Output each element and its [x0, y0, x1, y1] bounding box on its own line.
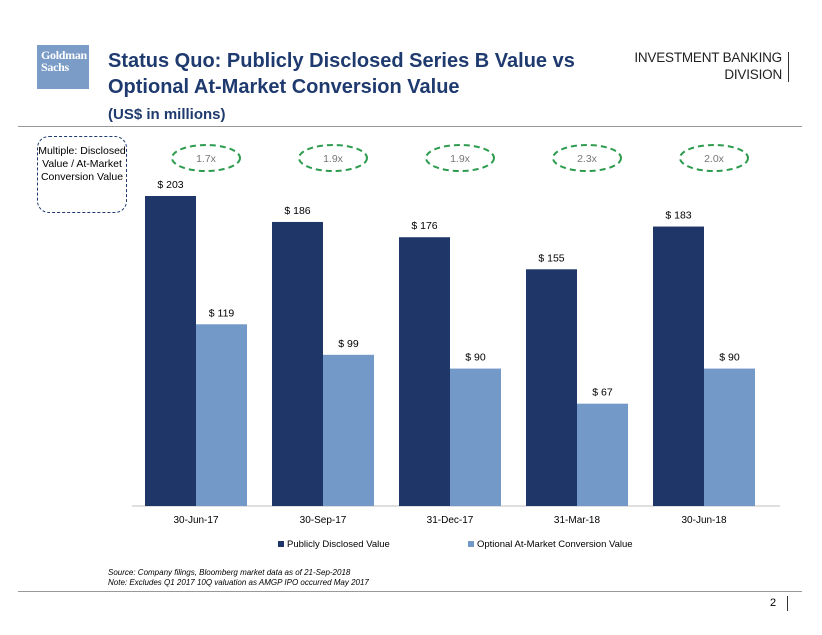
- page-number: 2: [770, 597, 777, 609]
- multiple-legend-box: Multiple: Disclosed Value / At-Market Co…: [37, 136, 127, 213]
- data-label: $ 90: [719, 352, 740, 364]
- bar-disclosed: [145, 196, 196, 506]
- bar-disclosed: [399, 237, 450, 507]
- logo-line2: Sachs: [41, 60, 69, 74]
- division-label: INVESTMENT BANKING DIVISION: [634, 49, 782, 83]
- logo-line1: Goldman: [41, 48, 87, 62]
- x-tick-label: 31-Mar-18: [554, 515, 601, 526]
- bar-conversion: [196, 324, 247, 506]
- division-line2: DIVISION: [724, 67, 782, 82]
- multiple-label: 1.7x: [196, 153, 217, 165]
- bar-disclosed: [653, 226, 704, 506]
- x-tick-label: 31-Dec-17: [427, 515, 474, 526]
- footnotes: Source: Company filings, Bloomberg marke…: [108, 568, 369, 588]
- bar-conversion: [704, 368, 755, 506]
- data-label: $ 90: [465, 352, 486, 364]
- multiple-ellipse: [298, 144, 368, 172]
- exclusion-note: Note: Excludes Q1 2017 10Q valuation as …: [108, 578, 369, 587]
- multiple-ellipse: [679, 144, 749, 172]
- division-divider: [788, 52, 789, 82]
- page-title: Status Quo: Publicly Disclosed Series B …: [108, 50, 575, 98]
- bar-conversion: [323, 354, 374, 506]
- multiple-label: 2.0x: [704, 153, 725, 165]
- bar-chart: $ 203 $ 119 30-Jun-17 1.7x $ 186 $ 99 30-Sep-1…: [132, 144, 780, 550]
- x-tick-label: 30-Sep-17: [300, 515, 347, 526]
- multiple-ellipse: [552, 144, 622, 172]
- source-note: Source: Company filings, Bloomberg marke…: [108, 568, 351, 577]
- page-subtitle: (US$ in millions): [108, 106, 226, 123]
- goldman-sachs-logo: Goldman Sachs: [37, 45, 89, 89]
- footer-rule: [18, 591, 802, 592]
- legend-swatch: [278, 541, 284, 547]
- data-label: $ 183: [665, 210, 691, 222]
- bar-disclosed: [526, 269, 577, 506]
- bar-conversion: [450, 368, 501, 506]
- multiple-ellipse: [425, 144, 495, 172]
- x-tick-label: 30-Jun-17: [173, 515, 218, 526]
- header-rule: [18, 126, 802, 127]
- multiple-label: 1.9x: [323, 153, 344, 165]
- data-label: $ 99: [338, 338, 359, 350]
- division-line1: INVESTMENT BANKING: [634, 50, 782, 65]
- x-tick-label: 30-Jun-18: [681, 515, 726, 526]
- data-label: $ 155: [538, 252, 564, 264]
- data-label: $ 203: [157, 179, 183, 191]
- multiple-ellipse: [171, 144, 241, 172]
- bar-conversion: [577, 403, 628, 506]
- data-label: $ 119: [209, 307, 235, 319]
- multiple-label: 2.3x: [577, 153, 598, 165]
- legend-label: Publicly Disclosed Value: [287, 539, 390, 550]
- page-number-divider: [787, 596, 788, 611]
- data-label: $ 67: [592, 387, 613, 399]
- legend-label: Optional At-Market Conversion Value: [477, 539, 633, 550]
- legend-swatch: [468, 541, 474, 547]
- bar-disclosed: [272, 221, 323, 507]
- multiple-label: 1.9x: [450, 153, 471, 165]
- data-label: $ 176: [411, 220, 437, 232]
- data-label: $ 186: [284, 205, 310, 217]
